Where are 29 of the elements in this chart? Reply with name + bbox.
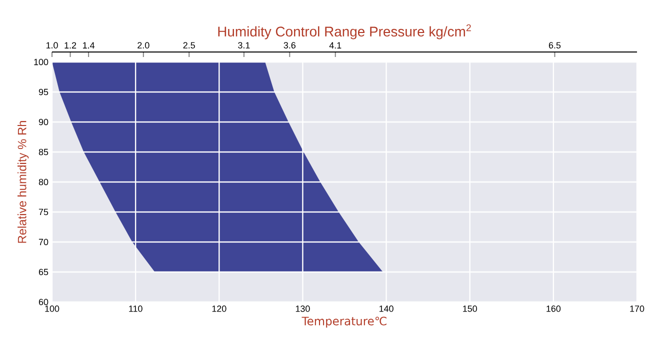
y-tick-label: 95 [38, 88, 48, 96]
x-tick-label: 120 [212, 306, 226, 312]
x2-tick-label: 2.5 [183, 42, 195, 48]
x2-tick-label: 1.0 [46, 42, 58, 48]
x-axis-title: Temperature℃ [302, 316, 386, 328]
x-tick-label: 130 [296, 306, 310, 312]
x-tick-label: 110 [129, 306, 142, 312]
y-tick-label: 70 [38, 238, 48, 246]
y-tick-label: 60 [38, 298, 48, 306]
x-tick-label: 170 [630, 306, 644, 312]
y-tick-label: 85 [38, 148, 48, 156]
x2-tick-label: 6.5 [548, 42, 561, 48]
x-tick-label: 100 [45, 306, 60, 312]
x2-tick-label: 3.1 [238, 42, 250, 48]
x2-axis-title: Humidity Control Range Pressure kg/cm$^{2}$ [218, 24, 471, 40]
x2-tick-label: 4.1 [329, 42, 342, 48]
y-tick-label: 90 [38, 118, 48, 126]
x-tick-label: 150 [463, 306, 477, 312]
y-tick-label: 80 [38, 178, 48, 186]
x2-tick-label: 2.0 [138, 42, 150, 48]
x-tick-label: 140 [379, 306, 394, 312]
y-tick-label: 65 [38, 268, 48, 276]
y-tick-label: 100 [34, 58, 48, 66]
x-tick-label: 160 [546, 306, 561, 312]
x2-tick-label: 1.4 [83, 42, 95, 48]
y-tick-label: 75 [38, 208, 48, 216]
x2-tick-label: 3.6 [284, 42, 296, 48]
x2-tick-label: 1.2 [64, 42, 76, 48]
y-axis-title: Relative humidity % Rh [18, 121, 29, 243]
